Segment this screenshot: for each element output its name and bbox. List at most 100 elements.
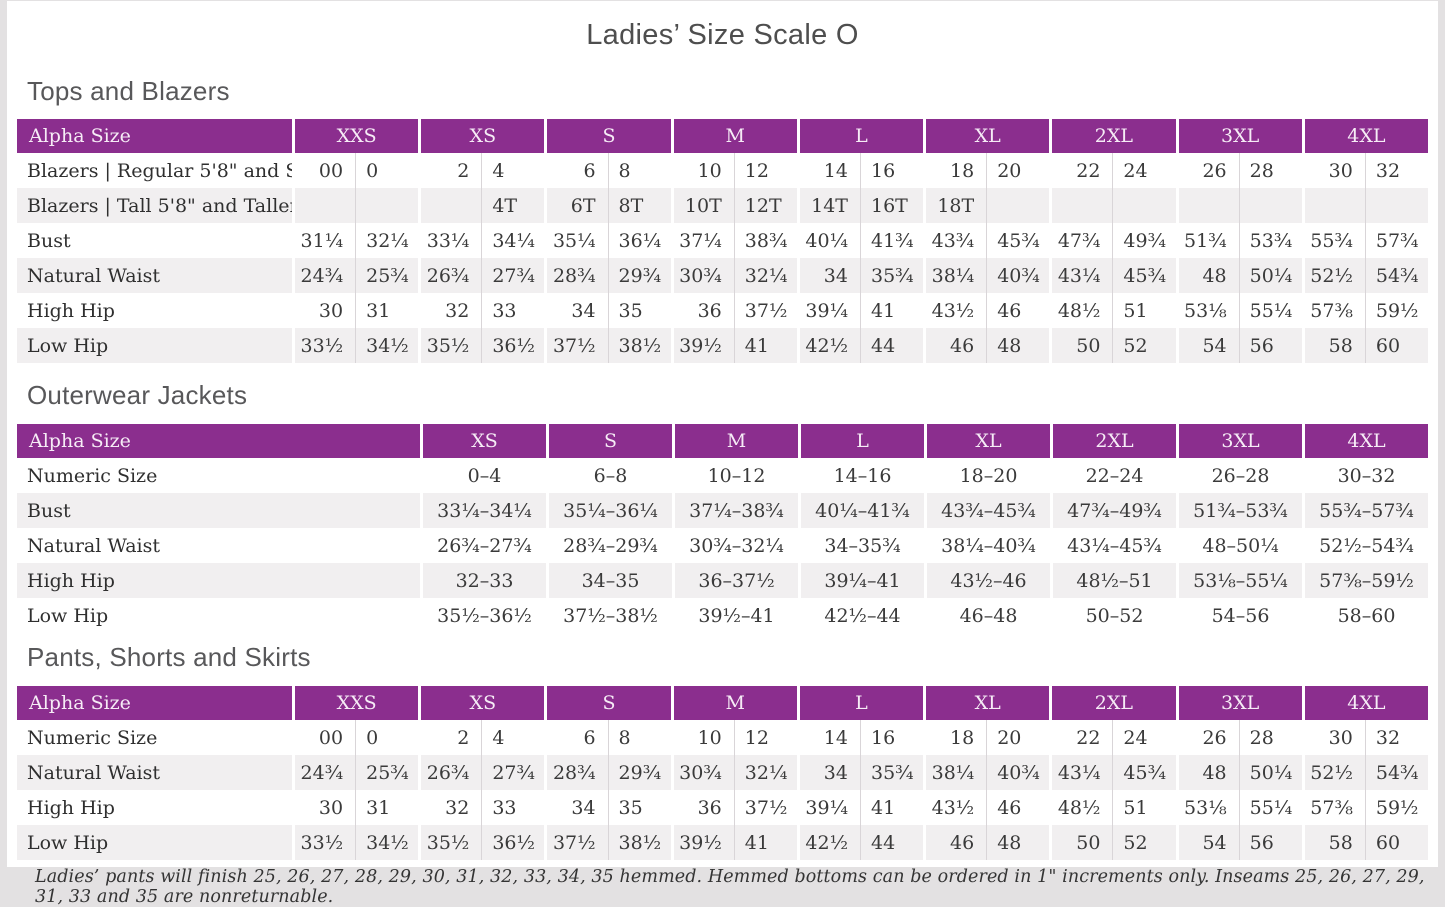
column-header-4xl: 4XL — [1302, 424, 1428, 458]
size-cell: 34 — [544, 293, 608, 328]
size-cell: 38½ — [607, 825, 671, 860]
size-cell: 36–37½ — [672, 563, 798, 598]
size-cell — [355, 188, 419, 223]
size-cell: 20 — [986, 153, 1050, 188]
size-cell: 43¼ — [1049, 755, 1113, 790]
column-header-s: S — [544, 119, 671, 153]
size-cell: 58–60 — [1302, 598, 1428, 633]
size-cell: 57⅜ — [1301, 790, 1365, 825]
size-cell: 49¾ — [1112, 223, 1176, 258]
size-cell: 38¼ — [923, 258, 987, 293]
size-cell: 50–52 — [1050, 598, 1176, 633]
row-label: Blazers | Tall 5'8" and Taller — [17, 188, 292, 223]
size-cell: 52½–54¾ — [1302, 528, 1428, 563]
size-cell: 24¾ — [292, 755, 356, 790]
size-cell: 27¾ — [481, 258, 545, 293]
size-cell: 14 — [796, 153, 860, 188]
size-cell: 40¾ — [986, 755, 1050, 790]
size-cell: 29¾ — [607, 258, 671, 293]
size-cell: 57¾ — [1364, 223, 1428, 258]
size-cell: 55¾–57¾ — [1302, 493, 1428, 528]
column-header-m: M — [672, 424, 798, 458]
size-cell: 31 — [355, 790, 419, 825]
size-cell: 39½–41 — [672, 598, 798, 633]
column-header-m: M — [670, 119, 797, 153]
size-table: Alpha Size XS S M L XL 2XL 3XL 4XL Numeric Size 0–… — [17, 424, 1428, 633]
size-cell: 0 — [355, 720, 419, 755]
size-cell: 28¾ — [544, 258, 608, 293]
column-header-m: M — [670, 686, 797, 720]
size-cell: 22–24 — [1050, 458, 1176, 493]
section-title-pants-shorts-skirts: Pants, Shorts and Skirts — [27, 642, 311, 672]
size-cell: 26¾–27¾ — [420, 528, 546, 563]
size-cell: 34 — [544, 790, 608, 825]
size-cell: 33¼ — [418, 223, 482, 258]
size-cell: 2 — [418, 720, 482, 755]
size-cell: 26–28 — [1176, 458, 1302, 493]
size-cell: 32 — [1364, 153, 1428, 188]
size-cell: 48 — [1175, 258, 1239, 293]
table-row: Numeric Size 0–4 6–8 10–12 14–16 18–20 22–24 26… — [17, 458, 1428, 493]
size-cell: 14–16 — [798, 458, 924, 493]
size-cell: 46 — [986, 293, 1050, 328]
size-cell: 55¼ — [1238, 293, 1302, 328]
size-cell — [292, 188, 356, 223]
size-cell: 22 — [1049, 720, 1113, 755]
column-header-l: L — [796, 686, 924, 720]
size-cell: 10–12 — [672, 458, 798, 493]
size-table: Alpha Size XXS XS S M L XL 2XL 3XL 4XL Blazers | R… — [17, 119, 1428, 363]
column-header-xl: XL — [924, 424, 1050, 458]
row-label: High Hip — [17, 790, 292, 825]
size-cell: 10T — [670, 188, 734, 223]
size-cell: 43½–46 — [924, 563, 1050, 598]
column-header-3xl: 3XL — [1175, 119, 1302, 153]
size-cell: 37¼–38¾ — [672, 493, 798, 528]
size-cell: 55¾ — [1301, 223, 1365, 258]
row-label: Numeric Size — [17, 720, 292, 755]
size-cell — [1301, 188, 1365, 223]
size-cell: 37½ — [544, 328, 608, 363]
size-cell: 00 — [292, 153, 356, 188]
size-cell: 28 — [1238, 720, 1302, 755]
size-cell: 30¾ — [670, 258, 734, 293]
size-cell: 39¼–41 — [798, 563, 924, 598]
size-cell: 30 — [292, 293, 356, 328]
size-cell: 48½–51 — [1050, 563, 1176, 598]
size-cell: 39½ — [670, 825, 734, 860]
size-cell: 48 — [986, 328, 1050, 363]
size-cell: 18–20 — [924, 458, 1050, 493]
size-cell: 54¾ — [1364, 258, 1428, 293]
size-cell: 24 — [1112, 720, 1176, 755]
size-cell — [1238, 188, 1302, 223]
size-cell: 60 — [1364, 825, 1428, 860]
size-cell: 52½ — [1301, 258, 1365, 293]
size-cell: 00 — [292, 720, 356, 755]
size-cell: 36 — [670, 790, 734, 825]
size-cell: 51¾ — [1175, 223, 1239, 258]
size-cell: 36½ — [481, 328, 545, 363]
size-cell: 31¼ — [292, 223, 356, 258]
size-cell: 6T — [544, 188, 608, 223]
size-cell: 6 — [544, 153, 608, 188]
row-label: Natural Waist — [17, 258, 292, 293]
size-cell: 10 — [670, 720, 734, 755]
size-cell: 42½–44 — [798, 598, 924, 633]
size-cell: 4 — [481, 153, 545, 188]
table-row: High Hip 32–33 34–35 36–37½ 39¼–41 43½–46 48½–… — [17, 563, 1428, 598]
size-cell: 56 — [1238, 825, 1302, 860]
size-cell: 37¼ — [670, 223, 734, 258]
size-cell: 38¼–40¾ — [924, 528, 1050, 563]
column-header-xl: XL — [923, 686, 1050, 720]
size-cell — [1049, 188, 1113, 223]
size-cell: 6 — [544, 720, 608, 755]
column-header-xs: XS — [418, 686, 545, 720]
size-table: Alpha Size XXS XS S M L XL 2XL 3XL 4XL Numeric Siz… — [17, 686, 1428, 860]
size-cell: 46 — [923, 328, 987, 363]
alpha-size-header: Alpha Size — [17, 686, 292, 720]
size-cell — [1112, 188, 1176, 223]
size-cell: 41¾ — [859, 223, 924, 258]
size-cell: 34–35¾ — [798, 528, 924, 563]
size-cell: 35½ — [418, 328, 482, 363]
size-cell: 45¾ — [986, 223, 1050, 258]
size-cell: 54 — [1175, 328, 1239, 363]
